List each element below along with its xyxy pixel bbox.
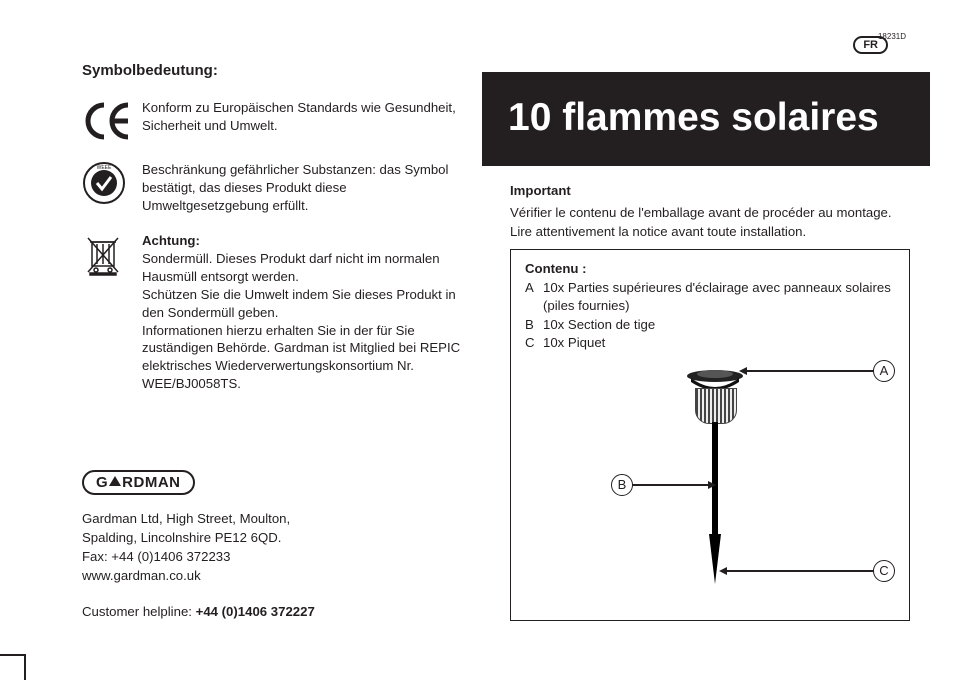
ce-mark-icon: [82, 99, 132, 143]
label-b: B: [611, 474, 633, 496]
page-title: 10 flammes solaires: [508, 96, 930, 140]
contents-row-val: 10x Parties supérieures d'éclairage avec…: [543, 279, 895, 316]
header-row: FR 18231D: [482, 30, 930, 66]
label-a: A: [873, 360, 895, 382]
document-id: 18231D: [878, 32, 906, 41]
left-column: Symbolbedeutung: Konform zu Europäischen…: [82, 62, 466, 411]
crop-mark: [0, 654, 26, 656]
label-c: C: [873, 560, 895, 582]
title-bar: 10 flammes solaires: [482, 72, 930, 166]
product-diagram: A B C: [511, 356, 909, 614]
contents-row: A 10x Parties supérieures d'éclairage av…: [525, 279, 895, 316]
contents-row-val: 10x Section de tige: [543, 316, 895, 334]
right-column: FR 18231D 10 flammes solaires Important …: [482, 30, 930, 621]
contents-row-key: C: [525, 334, 543, 352]
contents-row-val: 10x Piquet: [543, 334, 895, 352]
lamp-spike-icon: [709, 534, 721, 584]
pointer-c: [725, 570, 875, 572]
symbol-weee-compliant-text: Beschränkung gefährlicher Substanzen: da…: [142, 161, 466, 214]
pointer-b: [632, 484, 710, 486]
symbol-bin-row: Achtung: Sondermüll. Dieses Produkt darf…: [82, 232, 466, 392]
achtung-body: Sondermüll. Dieses Produkt darf nicht im…: [142, 251, 460, 391]
gardman-logo: G RDMAN: [82, 470, 195, 495]
symbol-bin-text: Achtung: Sondermüll. Dieses Produkt darf…: [142, 232, 466, 392]
contents-row: B 10x Section de tige: [525, 316, 895, 334]
page: Symbolbedeutung: Konform zu Europäischen…: [0, 0, 954, 691]
achtung-label: Achtung:: [142, 233, 200, 248]
crossed-bin-icon: [82, 232, 132, 276]
important-body: Vérifier le contenu de l'emballage avant…: [510, 205, 892, 238]
brand-left: G: [96, 474, 108, 491]
symbol-weee-compliant-row: WEEE Beschränkung gefährlicher Substanze…: [82, 161, 466, 214]
contents-row-key: A: [525, 279, 543, 316]
helpline-label: Customer helpline:: [82, 604, 196, 619]
company-address: Gardman Ltd, High Street, Moulton,Spaldi…: [82, 509, 462, 586]
important-block: Important Vérifier le contenu de l'embal…: [510, 182, 910, 241]
company-block: G RDMAN Gardman Ltd, High Street, Moulton…: [82, 470, 462, 621]
symbol-ce-text: Konform zu Europäischen Standards wie Ge…: [142, 99, 466, 143]
lamp-body-icon: [695, 388, 737, 424]
contents-heading: Contenu :: [525, 260, 895, 278]
crop-mark: [24, 654, 26, 680]
contents-row-key: B: [525, 316, 543, 334]
svg-text:WEEE: WEEE: [97, 165, 112, 171]
symbols-heading: Symbolbedeutung:: [82, 62, 466, 79]
contents-row: C 10x Piquet: [525, 334, 895, 352]
symbol-ce-row: Konform zu Europäischen Standards wie Ge…: [82, 99, 466, 143]
important-heading: Important: [510, 182, 910, 200]
contents-box: Contenu : A 10x Parties supérieures d'éc…: [510, 249, 910, 621]
brand-right: RDMAN: [122, 474, 180, 491]
brand-triangle-icon: [109, 476, 121, 486]
weee-compliant-icon: WEEE: [82, 161, 132, 205]
helpline-number: +44 (0)1406 372227: [196, 604, 315, 619]
pointer-a: [745, 370, 875, 372]
lamp-neck-icon: [712, 422, 718, 432]
helpline: Customer helpline: +44 (0)1406 372227: [82, 602, 462, 621]
